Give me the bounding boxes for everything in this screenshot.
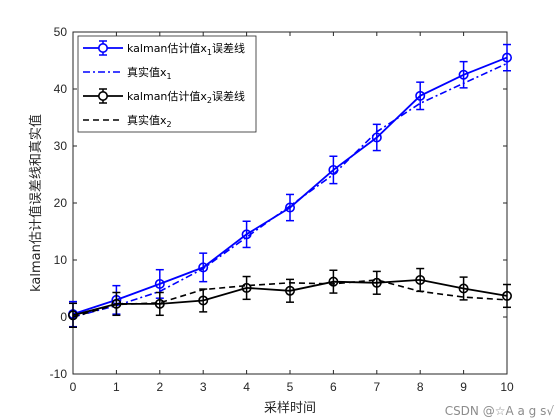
y-axis-ticks: -10 0 10 20 30 40 50 — [50, 25, 507, 381]
series-line — [72, 62, 508, 318]
x-tick-label: 6 — [330, 380, 337, 394]
legend-label-2: 真实值x1 — [127, 65, 172, 81]
legend-label-3: kalman估计值x2误差线 — [127, 89, 245, 105]
y-tick-label: 40 — [54, 82, 68, 96]
x-tick-label: 2 — [156, 380, 163, 394]
y-tick-label: 0 — [60, 310, 67, 324]
legend-box — [77, 35, 257, 133]
series-line — [72, 279, 508, 318]
x-tick-label: 8 — [417, 380, 424, 394]
y-axis-label: kalman估计值误差线和真实值 — [28, 114, 44, 292]
data-point — [154, 298, 165, 309]
data-point — [284, 202, 295, 213]
legend-label-1: kalman估计值x1误差线 — [127, 41, 245, 57]
data-point — [458, 69, 469, 80]
x-tick-label: 0 — [70, 380, 77, 394]
data-point — [328, 276, 339, 287]
legend-marker — [98, 91, 109, 102]
series-2 — [72, 62, 508, 318]
x-tick-label: 7 — [373, 380, 380, 394]
data-point — [501, 52, 512, 63]
x-axis-label: 采样时间 — [264, 401, 316, 416]
x-tick-label: 10 — [500, 380, 514, 394]
x-tick-label: 1 — [113, 380, 120, 394]
x-tick-label: 3 — [200, 380, 207, 394]
data-point — [415, 90, 426, 101]
x-tick-label: 4 — [243, 380, 250, 394]
y-tick-label: 10 — [54, 253, 68, 267]
data-point — [501, 290, 512, 301]
legend-label-4: 真实值x2 — [127, 113, 172, 129]
series-layer — [68, 43, 512, 329]
x-tick-label: 5 — [287, 380, 294, 394]
x-tick-label: 9 — [460, 380, 467, 394]
data-point — [284, 285, 295, 296]
data-point — [371, 132, 382, 143]
x-axis-ticks: 0 1 2 3 4 5 6 7 8 9 10 — [70, 32, 514, 394]
data-point — [458, 283, 469, 294]
watermark: CSDN @☆A a g s√ — [444, 404, 554, 418]
y-tick-label: 20 — [54, 196, 68, 210]
legend-marker — [98, 42, 109, 53]
data-point — [154, 278, 165, 289]
data-point — [111, 298, 122, 309]
data-point — [371, 277, 382, 288]
data-point — [198, 262, 209, 273]
series-4 — [72, 279, 508, 318]
data-point — [241, 282, 252, 293]
y-tick-label: 50 — [54, 25, 68, 39]
y-tick-label: 30 — [54, 139, 68, 153]
data-point — [198, 295, 209, 306]
y-tick-label: -10 — [50, 367, 68, 381]
data-point — [415, 274, 426, 285]
